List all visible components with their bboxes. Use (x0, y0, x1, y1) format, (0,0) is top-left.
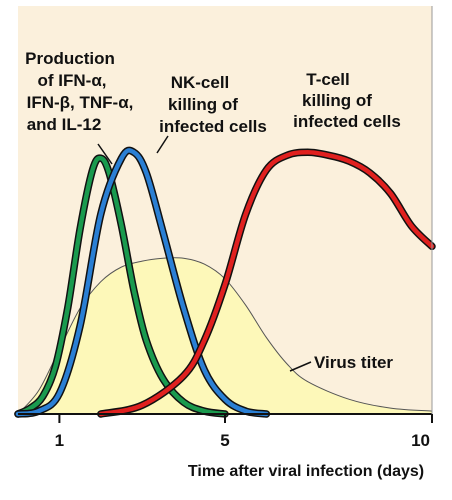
annotation-tcell-line-1: T-cell (306, 70, 349, 89)
annotation-nk-pointer (156, 135, 169, 154)
x-tick-label-10: 10 (411, 431, 430, 450)
annotation-virus: Virus titer (289, 353, 393, 372)
annotation-cytokines: Production of IFN-α, IFN-β, TNF-α, and I… (25, 49, 134, 165)
annotation-tcell: T-cell killing of infected cells (293, 70, 401, 131)
annotation-nk: NK-cell killing of infected cells (156, 73, 267, 154)
annotation-cytokines-line-1: Production (25, 49, 115, 68)
x-tick-label-1: 1 (55, 431, 64, 450)
x-tick-label-5: 5 (220, 431, 229, 450)
annotation-cytokines-pointer (97, 143, 113, 165)
annotation-cytokines-line-3: IFN-β, TNF-α, (27, 93, 134, 112)
annotation-cytokines-line-2: of IFN-α, (38, 71, 107, 90)
x-axis-title: Time after viral infection (days) (188, 463, 424, 480)
annotation-virus-label: Virus titer (314, 353, 393, 372)
series-cytokine-production-line (15, 155, 228, 417)
annotation-tcell-line-2: killing of (302, 91, 372, 110)
annotation-nk-line-3: infected cells (159, 117, 267, 136)
x-ticks: 1 5 10 (55, 414, 433, 450)
series-nk-killing-line (15, 148, 269, 417)
series-layer (14, 146, 436, 418)
annotation-tcell-line-3: infected cells (293, 112, 401, 131)
annotation-cytokines-line-4: and IL-12 (27, 115, 102, 134)
annotation-nk-line-2: killing of (168, 95, 238, 114)
series-t-cell-killing-line (98, 150, 435, 417)
annotation-nk-line-1: NK-cell (171, 73, 230, 92)
annotation-virus-pointer (289, 361, 312, 372)
series-virus-titer-outline (17, 257, 433, 415)
series-virus-titer-fill (18, 257, 432, 414)
